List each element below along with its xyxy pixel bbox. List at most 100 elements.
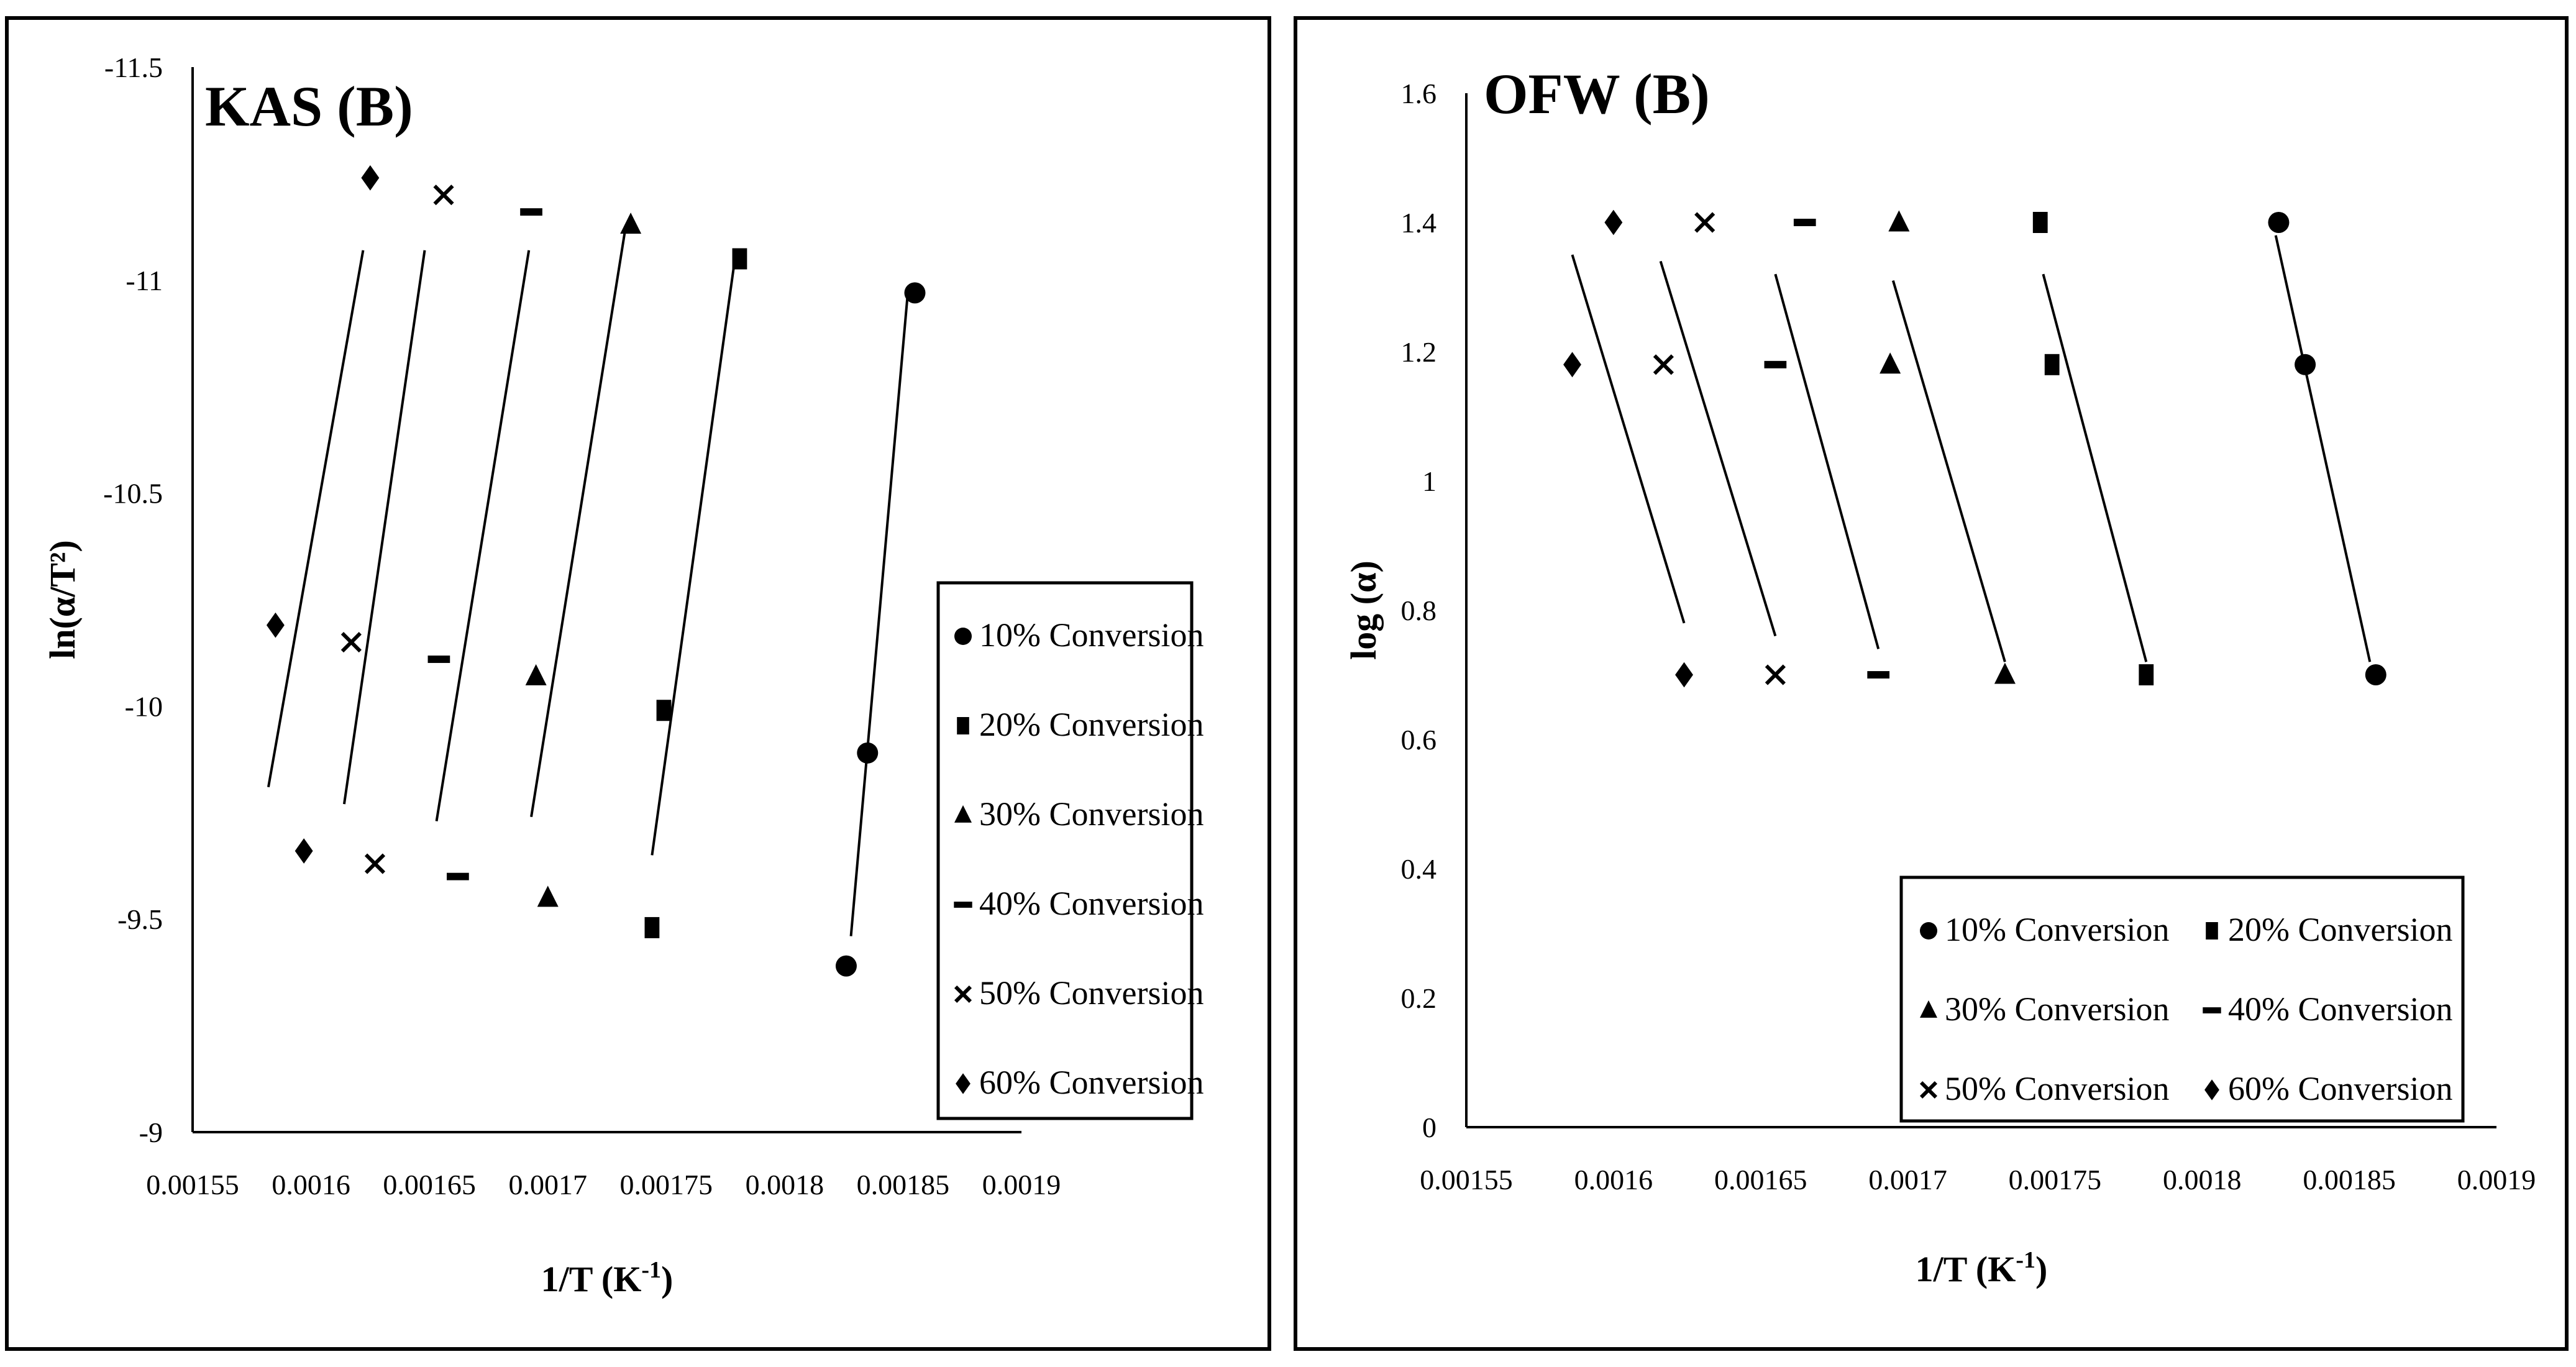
ofw-y-tick-label: 0.2 (1401, 982, 1437, 1014)
ofw-y-tick-label: 0.4 (1401, 853, 1437, 885)
kas-fit-line-60-conversion (267, 250, 365, 788)
ofw-data-point-30-conversion (1879, 352, 1901, 374)
ofw-y-tick-label: 1.2 (1401, 336, 1437, 368)
kas-data-point-60-conversion (361, 165, 380, 191)
kas-series-20-conversion (644, 248, 747, 938)
ofw-fit-line-50-conversion (1659, 260, 1777, 637)
ofw-data-point-60-conversion (1675, 662, 1693, 688)
ofw-y-tick-label: 1.4 (1401, 207, 1437, 239)
ofw-y-tick-label: 1 (1422, 465, 1436, 497)
ofw-data-point-50-conversion (1694, 212, 1715, 233)
ofw-legend-marker-20-conversion (2206, 922, 2218, 940)
ofw-data-point-50-conversion (1765, 664, 1786, 685)
ofw-legend-label-40-conversion: 40% Conversion (2228, 990, 2452, 1028)
ofw-legend-label-50-conversion: 50% Conversion (1945, 1070, 2169, 1107)
kas-data-point-20-conversion (732, 248, 747, 270)
kas-data-point-20-conversion (656, 700, 672, 721)
ofw-x-tick-label: 0.00185 (2303, 1164, 2396, 1196)
ofw-legend-box (1899, 876, 2465, 1123)
kas-data-point-40-conversion (520, 208, 542, 216)
ofw-chart-title: OFW (B) (1484, 62, 1710, 126)
kas-legend-label-20-conversion: 20% Conversion (979, 706, 1204, 743)
kas-series-10-conversion (835, 282, 926, 977)
ofw-x-axis-title: 1/T (K-1) (1916, 1247, 2048, 1289)
kas-series-60-conversion (266, 165, 380, 864)
ofw-legend-label-10-conversion: 10% Conversion (1945, 911, 2169, 948)
kas-legend-label-60-conversion: 60% Conversion (979, 1064, 1204, 1101)
ofw-legend-label-60-conversion: 60% Conversion (2228, 1070, 2452, 1107)
kas-legend-label-10-conversion: 10% Conversion (979, 616, 1204, 654)
ofw-series-30-conversion (1879, 210, 2016, 684)
ofw-y-axis-title: log (α) (1343, 560, 1384, 660)
ofw-data-point-20-conversion (2044, 354, 2060, 375)
kas-legend: 10% Conversion 20% Conversion 30% Conversi… (936, 581, 1204, 1120)
kas-series-50-conversion (340, 185, 454, 874)
kas-chart-panel: 0.00155 0.0016 0.00165 0.0017 0.00175 0.0018 0… (5, 16, 1271, 1351)
kas-fit-line-40-conversion (435, 250, 531, 821)
ofw-data-point-60-conversion (1563, 352, 1581, 378)
ofw-fit-line-60-conversion (1571, 254, 1686, 624)
ofw-data-point-50-conversion (1653, 354, 1674, 375)
ofw-fit-line-20-conversion (2042, 273, 2148, 662)
ofw-series-10-conversion (2268, 212, 2386, 685)
ofw-legend-marker-50-conversion (1919, 1081, 1938, 1099)
kas-data-point-50-conversion (364, 853, 386, 874)
kas-data-point-60-conversion (295, 838, 313, 864)
ofw-y-tick-label: 0.6 (1401, 724, 1437, 756)
kas-x-tick-label: 0.00155 (146, 1169, 239, 1200)
kas-data-point-10-conversion (835, 955, 857, 977)
ofw-chart: 0.00155 0.0016 0.00165 0.0017 0.00175 0.0018 0… (1343, 62, 2536, 1289)
kas-y-axis-title: ln(α/T²) (42, 540, 83, 659)
ofw-legend-marker-40-conversion (2203, 1007, 2221, 1013)
ofw-y-tick-label: 0.8 (1401, 595, 1437, 626)
ofw-x-tick-label: 0.0016 (1574, 1164, 1653, 1196)
kas-data-point-40-conversion (447, 872, 469, 880)
ofw-data-point-10-conversion (2365, 664, 2386, 685)
ofw-data-point-20-conversion (2139, 664, 2154, 685)
kas-chart: 0.00155 0.0016 0.00165 0.0017 0.00175 0.0018 0… (42, 52, 1204, 1299)
ofw-series-20-conversion (2032, 212, 2154, 685)
ofw-data-point-30-conversion (1888, 210, 1910, 232)
kas-data-point-40-conversion (427, 656, 450, 663)
kas-fit-line-30-conversion (530, 224, 628, 817)
kas-legend-marker-60-conversion (956, 1073, 971, 1094)
kas-data-point-30-conversion (537, 885, 559, 907)
kas-y-tick-label: -11 (126, 265, 163, 296)
kas-legend-label-30-conversion: 30% Conversion (979, 795, 1204, 833)
ofw-data-point-40-conversion (1867, 671, 1890, 679)
kas-data-point-10-conversion (857, 742, 879, 764)
ofw-fit-line-30-conversion (1891, 280, 2006, 662)
kas-x-tick-label: 0.00185 (857, 1169, 950, 1200)
ofw-data-point-40-conversion (1764, 360, 1787, 368)
ofw-x-tick-label: 0.0019 (2457, 1164, 2536, 1196)
ofw-data-point-30-conversion (1994, 662, 2016, 684)
kas-y-tick-label: -11.5 (104, 52, 163, 83)
ofw-legend-marker-10-conversion (1920, 922, 1937, 940)
ofw-data-point-10-conversion (2295, 354, 2316, 375)
kas-series-30-conversion (525, 213, 642, 907)
ofw-chart-panel: 0.00155 0.0016 0.00165 0.0017 0.00175 0.0018 0… (1294, 16, 2569, 1351)
ofw-legend: 10% Conversion 20% Conversion 30% Conversi… (1899, 876, 2465, 1123)
kas-chart-title: KAS (B) (205, 75, 413, 138)
kas-x-tick-label: 0.0016 (272, 1169, 350, 1200)
kas-series-40-conversion (427, 208, 542, 880)
ofw-legend-marker-30-conversion (1920, 1000, 1937, 1018)
ofw-x-tick-label: 0.0018 (2163, 1164, 2242, 1196)
kas-data-point-10-conversion (904, 282, 926, 304)
kas-legend-label-50-conversion: 50% Conversion (979, 974, 1204, 1012)
kas-fit-line-10-conversion (849, 293, 910, 936)
kas-x-axis-title: 1/T (K-1) (541, 1257, 674, 1299)
ofw-series-50-conversion (1653, 212, 1786, 685)
ofw-y-tick-label: 0 (1422, 1112, 1436, 1143)
kas-x-tick-label: 0.0018 (746, 1169, 824, 1200)
kas-data-point-20-conversion (644, 917, 660, 938)
kas-legend-marker-40-conversion (954, 902, 972, 908)
kas-data-point-30-conversion (525, 664, 547, 685)
kas-legend-box (936, 581, 1194, 1120)
ofw-data-point-40-conversion (1793, 219, 1816, 226)
kas-data-point-60-conversion (266, 612, 285, 638)
ofw-legend-marker-60-conversion (2204, 1079, 2219, 1100)
kas-x-tick-label: 0.00165 (383, 1169, 476, 1200)
ofw-x-tick-label: 0.0017 (1868, 1164, 1947, 1196)
ofw-legend-label-20-conversion: 20% Conversion (2228, 911, 2452, 948)
